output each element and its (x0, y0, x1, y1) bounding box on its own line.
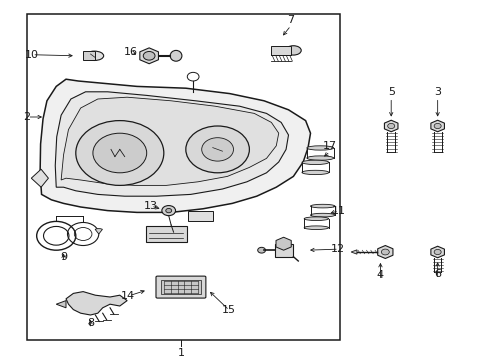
Bar (27, 14, 339, 340)
Ellipse shape (285, 46, 301, 55)
Text: 13: 13 (143, 201, 157, 211)
Circle shape (201, 138, 233, 161)
Polygon shape (430, 120, 444, 132)
Ellipse shape (85, 51, 103, 60)
Ellipse shape (306, 146, 333, 150)
Text: 2: 2 (23, 112, 30, 122)
Circle shape (162, 206, 175, 216)
Ellipse shape (302, 160, 328, 165)
FancyBboxPatch shape (156, 276, 205, 298)
Polygon shape (55, 92, 288, 196)
Polygon shape (140, 48, 158, 64)
Bar (83, 51, 95, 60)
Text: 12: 12 (331, 244, 345, 254)
Bar (274, 244, 293, 257)
Text: 16: 16 (124, 47, 138, 57)
Wedge shape (95, 229, 102, 234)
Text: 11: 11 (331, 206, 345, 216)
Polygon shape (61, 97, 278, 185)
FancyBboxPatch shape (145, 226, 186, 242)
Text: 1: 1 (177, 348, 184, 358)
Polygon shape (56, 301, 66, 308)
Bar (271, 46, 290, 55)
Circle shape (143, 51, 155, 60)
Circle shape (76, 121, 163, 185)
Polygon shape (275, 237, 291, 250)
Text: 7: 7 (287, 15, 294, 25)
Polygon shape (430, 246, 444, 258)
Circle shape (381, 249, 388, 255)
Bar (188, 211, 212, 221)
Text: 5: 5 (387, 87, 394, 97)
Circle shape (165, 208, 171, 213)
Polygon shape (31, 169, 48, 187)
Ellipse shape (302, 170, 328, 175)
Circle shape (185, 126, 249, 173)
FancyBboxPatch shape (161, 280, 201, 294)
Text: 3: 3 (433, 87, 440, 97)
Circle shape (433, 123, 440, 129)
Polygon shape (377, 246, 392, 258)
Text: 15: 15 (222, 305, 235, 315)
Circle shape (93, 133, 146, 173)
Text: 4: 4 (376, 270, 383, 280)
Ellipse shape (306, 156, 333, 160)
Text: 6: 6 (433, 269, 440, 279)
Ellipse shape (304, 217, 328, 220)
Text: 14: 14 (121, 291, 135, 301)
Polygon shape (66, 292, 127, 315)
Ellipse shape (310, 204, 334, 208)
Text: 17: 17 (323, 141, 336, 151)
Text: 10: 10 (25, 50, 39, 60)
Polygon shape (384, 120, 397, 132)
Ellipse shape (170, 50, 182, 61)
Polygon shape (350, 250, 356, 254)
Circle shape (387, 123, 394, 129)
Circle shape (257, 247, 265, 253)
Circle shape (433, 249, 440, 255)
Polygon shape (40, 79, 310, 212)
Text: 9: 9 (60, 252, 67, 262)
Ellipse shape (304, 226, 328, 230)
Ellipse shape (310, 213, 334, 217)
Text: 8: 8 (87, 318, 94, 328)
